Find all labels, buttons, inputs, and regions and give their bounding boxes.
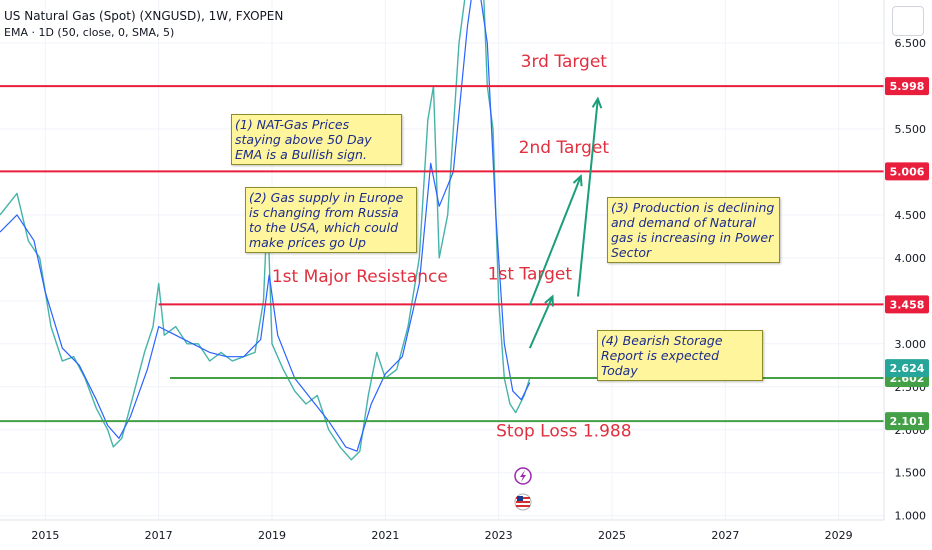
horizontal-levels[interactable]: [0, 85, 884, 423]
time-axis-bg: [0, 520, 932, 550]
level-badge: [885, 162, 929, 181]
x-tick-label: 2025: [598, 529, 626, 542]
current-price-label: 2.624: [890, 362, 925, 375]
y-tick-label: 5.500: [895, 123, 927, 136]
annotation-label: Stop Loss 1.988: [496, 422, 631, 442]
target-arrow: [577, 98, 599, 297]
indicator-legend[interactable]: EMA · 1D (50, close, 0, SMA, 5): [4, 26, 175, 39]
flag-stripe: [516, 505, 530, 507]
lightning-icon: [520, 470, 526, 482]
level-badge: [885, 77, 929, 96]
time-axis[interactable]: 2015 2017 2019 2021 2023 2025 2027 2029: [0, 519, 932, 550]
price-line: [0, 0, 531, 461]
current-price-badge: [885, 359, 929, 378]
y-tick-label: 1.500: [895, 467, 927, 480]
target-arrow-head: [572, 174, 583, 187]
x-tick-label: 2021: [371, 529, 399, 542]
target-arrows: [528, 96, 603, 349]
flag-stripe: [516, 501, 530, 503]
level-badge-label: 5.006: [890, 165, 925, 178]
y-tick-label: 3.000: [895, 338, 927, 351]
chart-title: US Natural Gas (Spot) (XNGUSD), 1W, FXOP…: [4, 9, 284, 23]
level-badge-label: 2.101: [890, 415, 925, 428]
x-tick-label: 2023: [485, 529, 513, 542]
target-arrow: [528, 175, 582, 306]
annotation-label: 1st Target: [488, 264, 573, 284]
target-arrow: [528, 296, 554, 349]
annotation-label: 1st Major Resistance: [272, 267, 448, 287]
price-series: [0, 0, 531, 461]
annotation-label: 2nd Target: [519, 138, 610, 158]
flag-canton: [517, 496, 523, 501]
y-tick-label: 4.000: [895, 252, 927, 265]
note-europe-supply: (2) Gas supply in Europe is changing fro…: [245, 187, 417, 253]
note-production-demand: (3) Production is declining and demand o…: [607, 197, 780, 263]
note-ema-bullish: (1) NAT-Gas Prices staying above 50 Day …: [231, 114, 402, 165]
target-arrow-head: [544, 294, 554, 307]
x-tick-label: 2019: [258, 529, 286, 542]
y-tick-label: 1.000: [895, 510, 927, 523]
x-tick-label: 2015: [31, 529, 59, 542]
x-tick-label: 2027: [711, 529, 739, 542]
chart-annotations: 3rd Target 2nd Target 1st Major Resistance…: [272, 52, 632, 442]
chart-settings-button[interactable]: [892, 6, 924, 36]
x-tick-label: 2017: [145, 529, 173, 542]
y-tick-label: 4.500: [895, 209, 927, 222]
level-badge-label: 5.998: [890, 80, 925, 93]
ema-line: [0, 0, 531, 452]
note-storage-report: (4) Bearish Storage Report is expected T…: [597, 330, 763, 381]
level-badge-label: 3.458: [890, 298, 925, 311]
target-arrow-head: [591, 96, 603, 109]
x-tick-label: 2029: [825, 529, 853, 542]
level-badge: [885, 295, 929, 314]
annotation-label: 3rd Target: [521, 52, 608, 72]
y-tick-label: 6.500: [895, 37, 927, 50]
level-badge: [885, 412, 929, 431]
event-icons[interactable]: [514, 467, 532, 511]
